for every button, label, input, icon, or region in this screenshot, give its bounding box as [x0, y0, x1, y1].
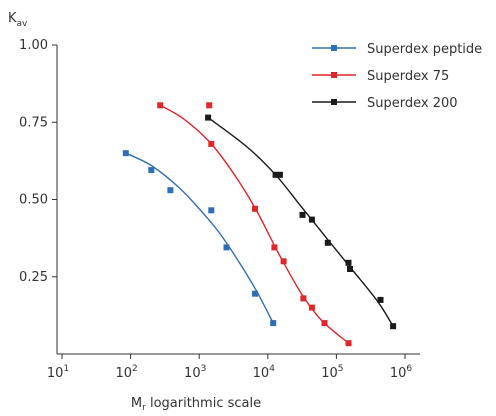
y-ticks: 0.25 0.50 0.75 1.00: [19, 38, 57, 285]
data-point-marker: [280, 258, 287, 265]
y-axis-label-sub: av: [17, 19, 29, 29]
data-point-marker: [377, 296, 384, 303]
series-curve-2: [207, 117, 394, 327]
data-point-marker: [252, 205, 258, 212]
data-point-marker: [122, 150, 129, 157]
x-tick-label: 105: [321, 364, 343, 381]
data-point-marker: [299, 211, 306, 218]
data-point-marker: [272, 171, 279, 178]
x-tick-base: 10: [321, 366, 338, 381]
data-point-marker: [308, 304, 315, 311]
x-tick-exponent: 1: [63, 364, 69, 374]
x-axis-label: Mr logarithmic scale: [131, 396, 261, 413]
data-point-marker: [270, 320, 277, 327]
x-tick-label: 104: [253, 364, 276, 381]
x-ticks: 101 102 103 104 105 106: [47, 354, 413, 381]
series-markers: [122, 102, 397, 347]
data-point-marker: [252, 290, 258, 297]
x-tick-base: 10: [47, 366, 64, 381]
data-point-marker: [347, 266, 353, 272]
x-tick-label: 106: [390, 364, 413, 381]
data-point-marker: [300, 295, 307, 302]
x-tick-exponent: 4: [269, 364, 275, 374]
series-curves: [125, 104, 394, 344]
data-point-marker: [205, 114, 212, 121]
data-point-marker: [148, 167, 155, 174]
data-point-marker: [167, 187, 174, 194]
data-point-marker: [345, 259, 352, 266]
data-point-marker: [321, 320, 328, 327]
data-point-marker: [276, 171, 283, 178]
y-axis-label-main: K: [8, 11, 17, 26]
y-tick-label: 0.25: [19, 270, 48, 285]
legend-marker: [331, 99, 337, 105]
x-axis-label-sub: r: [142, 403, 146, 413]
data-point-marker: [208, 207, 215, 214]
legend-label: Superdex peptide: [367, 42, 482, 57]
x-tick-base: 10: [115, 366, 132, 381]
legend-marker: [331, 72, 337, 78]
y-tick-label: 0.50: [19, 193, 48, 208]
x-tick-base: 10: [390, 366, 407, 381]
x-tick-label: 101: [47, 364, 69, 381]
data-point-marker: [308, 216, 315, 223]
x-tick-exponent: 3: [201, 364, 207, 374]
data-point-marker: [390, 323, 397, 330]
data-point-marker: [324, 239, 331, 246]
series-curve-0: [125, 152, 274, 324]
data-point-marker: [206, 102, 213, 109]
series-curve-1: [159, 104, 349, 344]
data-point-marker: [271, 244, 278, 251]
y-tick-label: 0.75: [19, 115, 48, 130]
data-point-marker: [157, 102, 164, 109]
y-tick-label: 1.00: [19, 38, 48, 53]
legend-label: Superdex 200: [367, 96, 458, 111]
data-point-marker: [223, 244, 230, 251]
x-tick-exponent: 5: [338, 364, 344, 374]
x-axis-label-main: M: [131, 396, 142, 411]
x-axis-label-rest: logarithmic scale: [146, 396, 261, 411]
data-point-marker: [345, 340, 352, 347]
x-tick-exponent: 6: [406, 364, 412, 374]
data-point-marker: [208, 140, 215, 147]
legend-label: Superdex 75: [367, 69, 449, 84]
legend: Superdex peptide Superdex 75 Superdex 200: [312, 42, 482, 111]
y-axis-label: Kav: [8, 11, 28, 29]
x-tick-label: 103: [184, 364, 206, 381]
legend-marker: [331, 45, 337, 51]
x-tick-exponent: 2: [132, 364, 138, 374]
x-tick-label: 102: [115, 364, 137, 381]
x-tick-base: 10: [253, 366, 270, 381]
x-tick-base: 10: [184, 366, 201, 381]
